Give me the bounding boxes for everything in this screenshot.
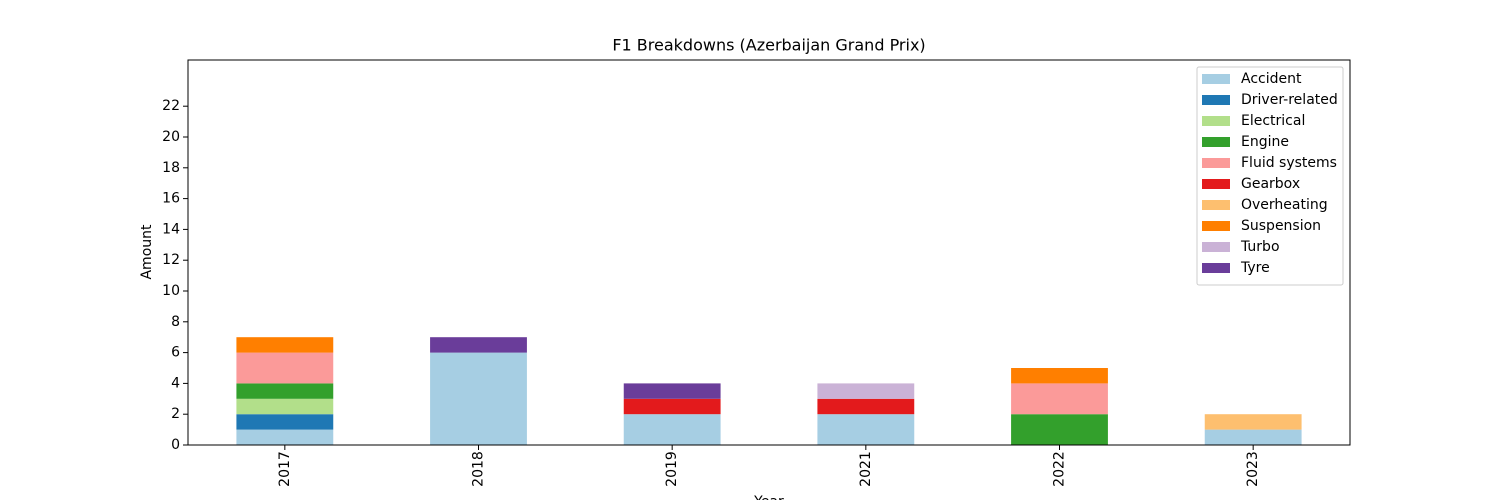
legend-label: Engine <box>1241 134 1289 150</box>
legend-label: Accident <box>1241 71 1302 87</box>
bar-segment <box>236 383 334 399</box>
bar-segment <box>623 398 721 415</box>
y-tick-label: 10 <box>162 283 180 299</box>
bar-segment <box>1011 368 1108 384</box>
y-tick-label: 0 <box>171 437 180 453</box>
bar-segment <box>817 414 915 445</box>
legend-label: Gearbox <box>1241 176 1300 192</box>
bar-segment <box>1204 414 1302 430</box>
bar-segment <box>1011 383 1108 415</box>
legend-box <box>1196 66 1344 286</box>
legend-swatch <box>1202 116 1230 126</box>
y-tick-label: 18 <box>162 160 180 176</box>
bar-segment <box>623 414 721 445</box>
bar-segment <box>430 337 527 353</box>
legend-swatch <box>1202 158 1230 168</box>
legend-label: Tyre <box>1240 260 1270 276</box>
bar-segment <box>817 383 915 399</box>
y-tick-label: 6 <box>171 345 180 361</box>
x-tick-label: 2019 <box>664 451 680 487</box>
y-tick-label: 8 <box>171 314 180 330</box>
x-tick-label: 2023 <box>1245 451 1261 487</box>
plot-frame <box>187 59 1351 446</box>
x-tick-label: 2018 <box>471 451 487 487</box>
legend-swatch <box>1202 242 1230 252</box>
x-tick-label: 2021 <box>858 451 874 487</box>
x-axis-label: Year <box>753 494 784 500</box>
legend-label: Overheating <box>1241 197 1328 213</box>
chart-title: F1 Breakdowns (Azerbaijan Grand Prix) <box>612 36 925 55</box>
y-tick-label: 2 <box>171 406 180 422</box>
y-tick-label: 22 <box>162 98 180 114</box>
bar-segment <box>623 383 721 399</box>
legend-swatch <box>1202 179 1230 189</box>
legend-label: Fluid systems <box>1241 155 1337 171</box>
y-tick-label: 14 <box>162 221 180 237</box>
y-axis-label: Amount <box>139 224 155 280</box>
legend-label: Driver-related <box>1241 92 1338 108</box>
x-tick-label: 2017 <box>277 451 293 487</box>
legend-swatch <box>1202 95 1230 105</box>
bar-segment <box>236 398 334 415</box>
legend-label: Turbo <box>1240 239 1280 255</box>
legend-swatch <box>1202 221 1230 231</box>
bar-segment <box>817 398 915 415</box>
y-tick-label: 20 <box>162 129 180 145</box>
legend-swatch <box>1202 263 1230 273</box>
bar-segment <box>236 429 334 445</box>
legend-swatch <box>1202 137 1230 147</box>
y-tick-label: 4 <box>171 375 180 391</box>
legend-swatch <box>1202 200 1230 210</box>
bar-segment <box>236 337 334 353</box>
y-tick-label: 12 <box>162 252 180 268</box>
bar-segment <box>236 352 334 384</box>
y-tick-label: 16 <box>162 191 180 207</box>
legend-swatch <box>1202 74 1230 84</box>
x-tick-label: 2022 <box>1052 451 1068 487</box>
bar-segment <box>430 352 527 445</box>
bar-segment <box>1011 414 1108 445</box>
bar-segment <box>1204 429 1302 445</box>
legend-label: Suspension <box>1241 218 1321 234</box>
bar-segment <box>236 414 334 430</box>
legend-label: Electrical <box>1241 113 1305 129</box>
